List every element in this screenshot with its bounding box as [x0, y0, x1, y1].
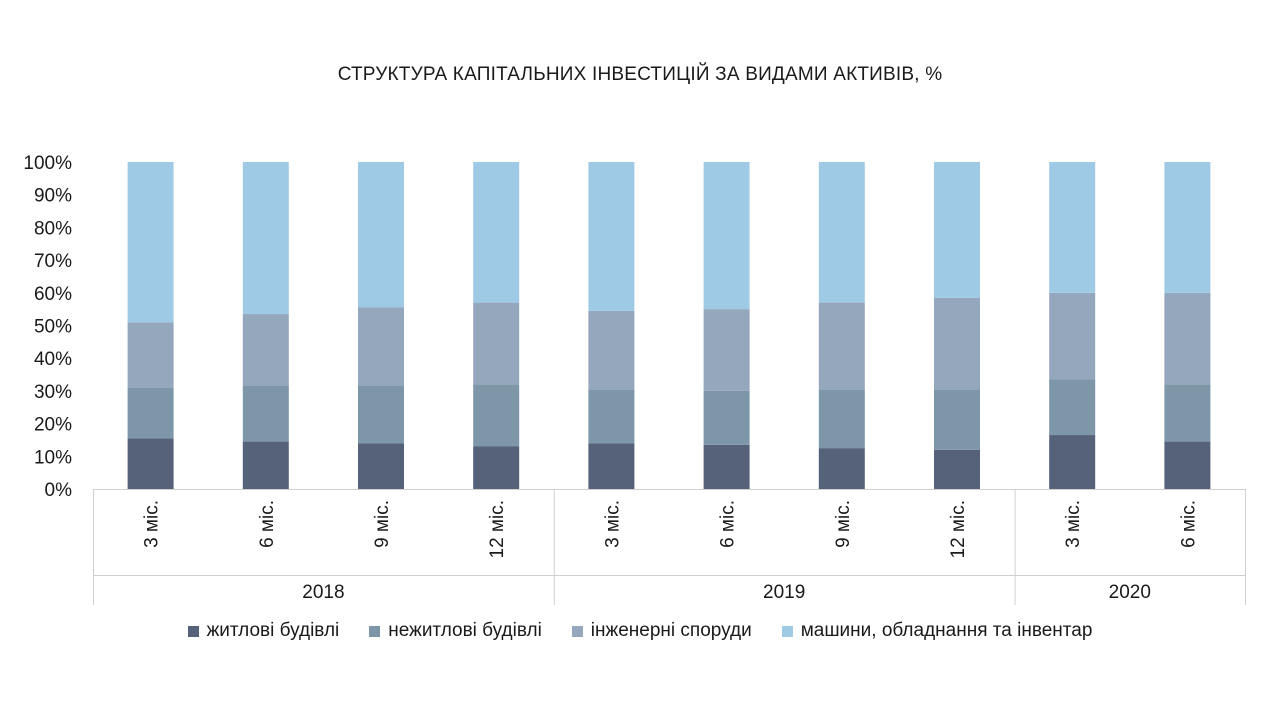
x-category-label: 6 міс.: [718, 500, 739, 548]
bar-segment: [1049, 435, 1096, 489]
legend-label: інженерні споруди: [590, 620, 752, 641]
bar-segment: [242, 441, 289, 489]
legend-swatch: [369, 625, 381, 637]
bar-segment: [703, 444, 750, 489]
legend-label: машини, обладнання та інвентар: [800, 620, 1093, 641]
bar-segment: [1049, 162, 1096, 293]
x-category-label: 9 міс.: [372, 500, 393, 548]
x-category-label: 9 міс.: [833, 500, 854, 548]
bar-segment: [127, 322, 174, 388]
bar-segment: [934, 389, 980, 450]
legend-label: житлові будівлі: [206, 620, 340, 641]
bar-segment: [473, 162, 520, 303]
legend-item: нежитлові будівлі: [369, 620, 542, 642]
bar-segment: [358, 307, 404, 386]
x-group-label: 2020: [1109, 582, 1151, 603]
bar-segment: [588, 310, 635, 390]
bar-segment: [703, 309, 750, 391]
y-tick-label: 80%: [34, 218, 72, 239]
legend-swatch: [187, 625, 199, 637]
bar-segment: [127, 162, 174, 323]
bar-segment: [127, 438, 174, 489]
y-tick-label: 50%: [34, 317, 72, 338]
bar-segment: [1049, 292, 1096, 380]
x-group-label: 2018: [302, 582, 344, 603]
bar-segment: [1164, 162, 1211, 293]
bar-segment: [358, 162, 404, 308]
bar-segment: [934, 449, 980, 489]
bar-segment: [703, 162, 750, 310]
legend-swatch: [781, 625, 793, 637]
bar-segment: [703, 390, 750, 445]
legend-swatch: [571, 625, 583, 637]
bar-segment: [473, 384, 520, 447]
x-category-label: 12 міс.: [948, 500, 969, 558]
bar-segment: [934, 162, 980, 298]
bar-segment: [473, 302, 520, 385]
y-tick-label: 40%: [34, 349, 72, 370]
bar-segment: [242, 314, 289, 386]
bar-segment: [358, 443, 404, 489]
bar-segment: [818, 302, 865, 390]
x-group-label: 2019: [763, 582, 805, 603]
x-category-label: 6 міс.: [1178, 500, 1199, 548]
legend-item: машини, обладнання та інвентар: [781, 620, 1093, 642]
bar-segment: [588, 162, 635, 311]
bar-segment: [818, 448, 865, 489]
y-tick-label: 30%: [34, 382, 72, 403]
bar-segment: [588, 389, 635, 444]
y-tick-label: 0%: [45, 480, 73, 501]
x-category-label: 3 міс.: [142, 500, 163, 548]
bar-segment: [934, 297, 980, 390]
bar-segment: [1164, 292, 1211, 385]
y-tick-label: 90%: [34, 186, 72, 207]
bar-segment: [818, 162, 865, 303]
y-tick-label: 60%: [34, 284, 72, 305]
y-tick-label: 100%: [23, 153, 72, 174]
bar-segment: [1164, 384, 1211, 442]
x-category-label: 3 міс.: [1063, 500, 1084, 548]
bar-segment: [818, 389, 865, 449]
bar-segment: [358, 385, 404, 444]
x-category-label: 6 міс.: [257, 500, 278, 548]
chart-legend: житлові будівлі нежитлові будівлі інженерн…: [0, 620, 1280, 642]
bar-segment: [1164, 441, 1211, 489]
bar-segment: [588, 443, 635, 489]
bar-segment: [242, 385, 289, 442]
legend-label: нежитлові будівлі: [388, 620, 542, 641]
y-tick-label: 10%: [34, 447, 72, 468]
legend-item: житлові будівлі: [187, 620, 340, 642]
y-tick-label: 70%: [34, 251, 72, 272]
x-category-label: 3 міс.: [602, 500, 623, 548]
chart-title: СТРУКТУРА КАПІТАЛЬНИХ ІНВЕСТИЦІЙ ЗА ВИДА…: [337, 64, 943, 85]
bar-segment: [242, 162, 289, 315]
x-category-label: 12 міс.: [487, 500, 508, 558]
legend-item: інженерні споруди: [571, 620, 752, 642]
bar-segment: [127, 387, 174, 439]
bar-segment: [473, 446, 520, 489]
bar-segment: [1049, 379, 1096, 436]
y-tick-label: 20%: [34, 415, 72, 436]
